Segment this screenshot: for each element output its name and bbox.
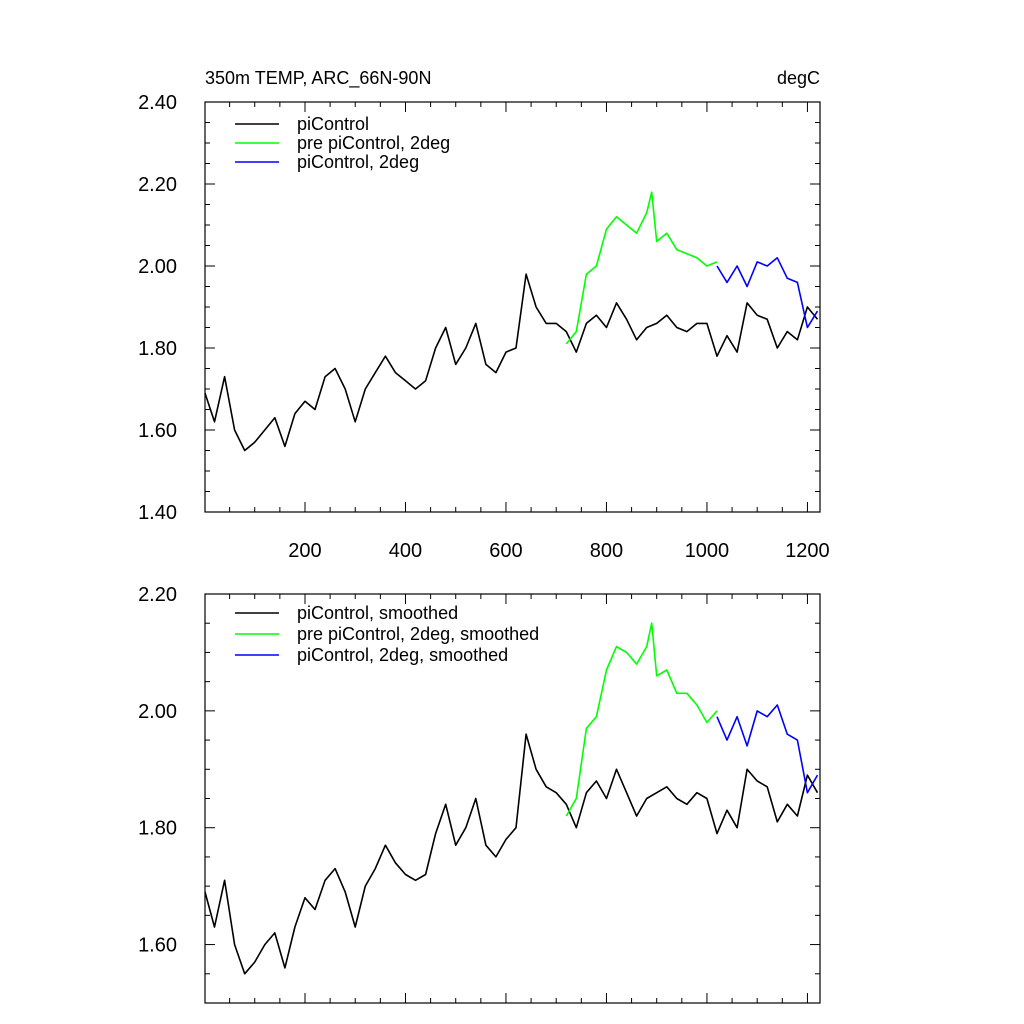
- y-tick-label: 2.20: [138, 174, 177, 196]
- x-tick-label: 200: [288, 540, 321, 562]
- legend-label-2: pre piControl, 2deg: [297, 133, 450, 153]
- y-tick-label: 1.80: [138, 338, 177, 360]
- series-line-1: [204, 733, 819, 975]
- series-line-3: [716, 704, 819, 794]
- series-line-3: [716, 256, 819, 329]
- series-line-2: [565, 622, 718, 817]
- x-tick-label: 800: [590, 540, 623, 562]
- legend-label-3: piControl, 2deg, smoothed: [297, 645, 508, 665]
- y-tick-label: 1.80: [138, 818, 177, 840]
- legend-label-1: piControl: [297, 114, 369, 134]
- x-tick-label: 600: [489, 540, 522, 562]
- series-line-2: [565, 191, 718, 345]
- x-tick-label: 1000: [685, 540, 730, 562]
- y-tick-label: 2.00: [138, 256, 177, 278]
- top-title-right: degC: [777, 68, 820, 88]
- legend-label-3: piControl, 2deg: [297, 152, 419, 172]
- series-line-1: [204, 273, 819, 452]
- y-tick-label: 1.60: [138, 420, 177, 442]
- y-tick-label: 2.00: [138, 701, 177, 723]
- y-tick-label: 1.40: [138, 502, 177, 524]
- y-tick-label: 1.60: [138, 935, 177, 957]
- legend-label-2: pre piControl, 2deg, smoothed: [297, 624, 539, 644]
- top-panel: 350m TEMP, ARC_66N-90N degC 1.40 1.60 1.80…: [138, 68, 830, 562]
- x-tick-label: 1200: [785, 540, 830, 562]
- y-tick-label: 2.40: [138, 92, 177, 114]
- legend-label-1: piControl, smoothed: [297, 603, 458, 623]
- top-title-left: 350m TEMP, ARC_66N-90N: [205, 68, 431, 89]
- x-tick-label: 400: [389, 540, 422, 562]
- y-tick-label: 2.20: [138, 584, 177, 606]
